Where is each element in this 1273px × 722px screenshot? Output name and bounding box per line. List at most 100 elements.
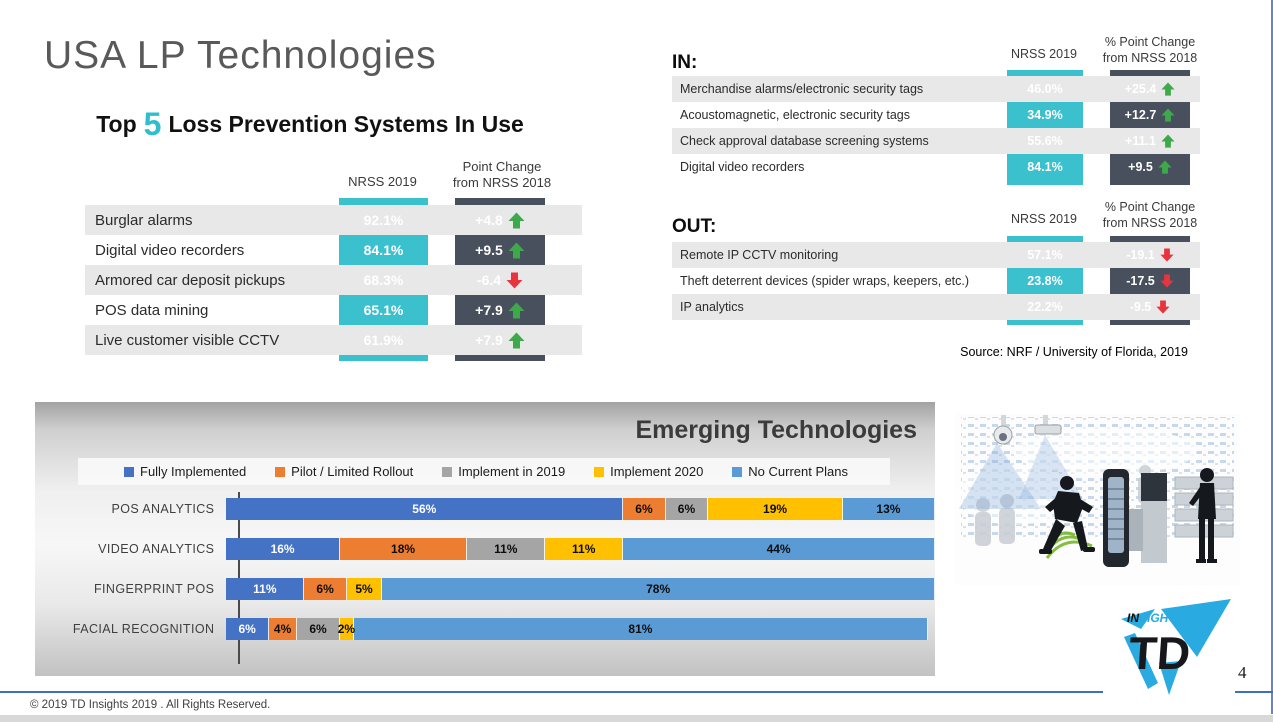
row-label: Digital video recorders: [680, 160, 805, 174]
bar-segment-value: 11%: [494, 542, 518, 556]
bar-segment-value: 4%: [273, 622, 292, 636]
row-label: Theft deterrent devices (spider wraps, k…: [680, 274, 970, 288]
change-text: +7.9: [475, 332, 503, 348]
bar-segment-value: 11%: [572, 542, 596, 556]
top5-heading: Top 5 Loss Prevention Systems In Use: [60, 106, 560, 143]
footer-divider-line: [0, 691, 1273, 693]
change-text: +9.5: [1128, 160, 1153, 174]
point-change-value: -9.5: [1110, 300, 1190, 314]
table-row: Digital video recorders 84.1% +9.5: [85, 235, 582, 265]
bar-segment-value: 19%: [763, 502, 788, 516]
out-col-header-point-change: % Point Change from NRSS 2018: [1102, 200, 1198, 230]
legend-item: No Current Plans: [732, 464, 848, 479]
bar-segment: 19%: [708, 498, 843, 520]
retail-security-illustration-svg: [955, 413, 1240, 585]
row-label: Merchandise alarms/electronic security t…: [680, 82, 924, 96]
stacked-bar: 11% 6% 5% 78%: [226, 578, 935, 600]
nrss-2019-value: 46.0%: [1027, 82, 1063, 96]
point-change-value: -6.4: [455, 272, 545, 289]
chart-bar-row: FACIAL RECOGNITION 6% 4% 6% 2% 81%: [35, 618, 935, 640]
change-text: -17.5: [1126, 274, 1155, 288]
bar-segment-value: 56%: [412, 502, 437, 516]
point-change-value: +25.4: [1110, 82, 1190, 96]
legend-label: Implement 2020: [610, 464, 704, 479]
chart-category-label: FACIAL RECOGNITION: [72, 622, 215, 636]
legend-swatch-icon: [124, 466, 134, 477]
up-arrow-icon: [1161, 82, 1175, 96]
top5-heading-prefix: Top: [96, 111, 137, 137]
top5-table-body: Burglar alarms 92.1% +4.8 Digital video rec…: [85, 205, 582, 355]
bar-segment: 4%: [268, 618, 298, 640]
nrss-2019-value: 84.1%: [363, 242, 404, 258]
bar-segment: 16%: [226, 538, 340, 560]
point-change-value: +9.5: [1110, 160, 1190, 174]
legend-label: No Current Plans: [748, 464, 848, 479]
logo-insights-prefix: IN: [1127, 611, 1139, 625]
bar-segment: 6%: [226, 618, 269, 640]
footer-copyright: © 2019 TD Insights 2019 . All Rights Res…: [30, 699, 271, 711]
bar-segment: 18%: [339, 538, 468, 560]
chart-rows: POS ANALYTICS 56% 6% 6% 19% 13% VIDEO ANALYTIC…: [35, 498, 935, 658]
bar-segment: 11%: [467, 538, 546, 560]
legend-swatch-icon: [594, 466, 605, 477]
bar-segment: 6%: [623, 498, 666, 520]
source-note: Source: NRF / University of Florida, 201…: [960, 345, 1188, 359]
stacked-bar: 56% 6% 6% 19% 13%: [226, 498, 935, 520]
bar-segment-value: 13%: [876, 502, 901, 516]
bar-segment-value: 6%: [316, 582, 334, 596]
top5-heading-suffix: Loss Prevention Systems In Use: [168, 111, 524, 137]
nrss-2019-value: 84.1%: [1027, 160, 1063, 174]
bar-segment: 6%: [304, 578, 347, 600]
chart-category-label: FINGERPRINT POS: [94, 582, 215, 596]
change-text: -9.5: [1129, 300, 1152, 314]
legend-swatch-icon: [732, 466, 743, 477]
change-text: +7.9: [475, 302, 503, 318]
table-row: Check approval database screening system…: [672, 128, 1200, 154]
chart-title: Emerging Technologies: [635, 416, 917, 444]
row-label: Live customer visible CCTV: [95, 331, 280, 349]
change-text: +12.7: [1124, 108, 1157, 122]
up-arrow-icon: [1161, 134, 1175, 148]
nrss-2019-value: 92.1%: [363, 212, 404, 228]
table-row: POS data mining 65.1% +7.9: [85, 295, 582, 325]
bar-segment-value: 6%: [635, 502, 653, 516]
table-row: Remote IP CCTV monitoring 57.1% -19.1: [672, 242, 1200, 268]
legend-label: Implement in 2019: [458, 464, 566, 479]
nrss-2019-value: 23.8%: [1027, 274, 1063, 288]
out-table-body: Remote IP CCTV monitoring 57.1% -19.1 Theft…: [672, 242, 1200, 320]
row-label: Armored car deposit pickups: [95, 271, 286, 289]
bar-segment-value: 6%: [238, 622, 256, 636]
bar-segment-value: 18%: [391, 542, 416, 556]
bar-segment-value: 16%: [270, 542, 295, 556]
nrss-2019-value: 34.9%: [1027, 108, 1063, 122]
change-text: -6.4: [476, 272, 502, 288]
down-arrow-icon: [1156, 300, 1170, 314]
logo-monogram: TD: [1127, 627, 1192, 679]
point-change-value: +9.5: [455, 242, 545, 259]
bar-segment-value: 6%: [677, 502, 696, 516]
table-row: Merchandise alarms/electronic security t…: [672, 76, 1200, 102]
legend-item: Implement 2020: [594, 464, 703, 479]
point-change-value: +12.7: [1110, 108, 1190, 122]
in-table-label: IN:: [672, 52, 698, 73]
td-insights-logo: INSIGHTS TD: [1103, 595, 1235, 699]
bar-segment-value: 44%: [766, 542, 791, 556]
bar-segment-value: 11%: [253, 582, 277, 596]
bar-segment: 2%: [338, 618, 355, 640]
page-title: USA LP Technologies: [44, 34, 437, 77]
table-row: Theft deterrent devices (spider wraps, k…: [672, 268, 1200, 294]
top5-col-header-point-change: Point Change from NRSS 2018: [452, 159, 552, 191]
bar-segment: 6%: [665, 498, 709, 520]
nrss-2019-value: 65.1%: [363, 302, 404, 318]
row-label: Acoustomagnetic, electronic security tag…: [680, 108, 910, 122]
bar-segment-value: 6%: [309, 622, 327, 636]
up-arrow-icon: [508, 212, 525, 228]
bar-segment: 11%: [545, 538, 624, 560]
up-arrow-icon: [508, 242, 525, 258]
down-arrow-icon: [506, 272, 523, 288]
down-arrow-icon: [1160, 248, 1174, 262]
row-label: Burglar alarms: [95, 211, 193, 229]
bar-segment: 56%: [226, 498, 624, 520]
point-change-value: +7.9: [455, 332, 545, 349]
